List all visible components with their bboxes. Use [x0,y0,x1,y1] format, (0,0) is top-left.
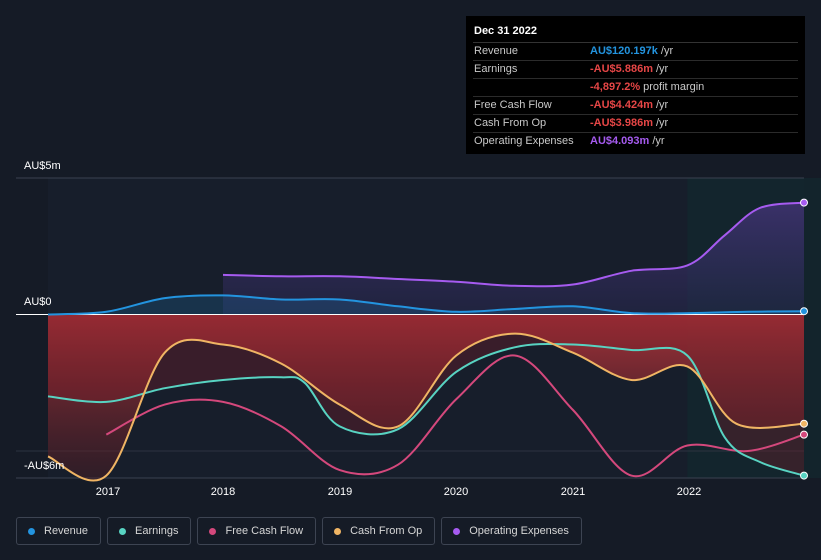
tooltip-row-revenue: Revenue AU$120.197k /yr [473,43,798,61]
free-cash-flow-end-marker [800,430,808,439]
legend-label: Free Cash Flow [225,525,304,537]
tooltip-unit: profit margin [643,81,705,93]
tooltip-unit: /yr [655,117,669,129]
tooltip-label: Revenue [474,45,519,57]
x-tick-2017: 2017 [95,486,121,498]
tooltip-row-free-cash-flow: Free Cash Flow -AU$4.424m /yr [473,97,798,115]
tooltip-label: Cash From Op [474,117,547,129]
free-cash-flow-dot-icon [209,527,217,535]
operating-expenses-end-marker [800,198,808,207]
tooltip-row-cash-from-op: Cash From Op -AU$3.986m /yr [473,115,798,133]
legend-item-operating-expenses[interactable]: Operating Expenses [441,517,582,545]
chart-canvas [16,177,808,482]
tooltip-row-earnings: Earnings -AU$5.886m /yr [473,61,798,79]
legend-item-earnings[interactable]: Earnings [107,517,192,545]
x-tick-2022: 2022 [676,486,702,498]
operating-expenses-dot-icon [453,527,461,535]
tooltip-value: -AU$3.986m [590,117,653,129]
revenue-end-marker [800,307,808,316]
tooltip-value: AU$4.093m [590,135,650,147]
operating-expenses-line [222,201,805,288]
tooltip-unit: /yr [655,99,669,111]
earnings-line [47,342,805,477]
tooltip-label: Earnings [474,63,518,75]
x-tick-2021: 2021 [560,486,586,498]
x-tick-2018: 2018 [210,486,236,498]
legend-label: Operating Expenses [469,525,569,537]
x-tick-2019: 2019 [327,486,353,498]
y-tick-label-zero: AU$0 [24,296,52,308]
tooltip-label [473,79,590,96]
tooltip-unit: /yr [652,135,665,147]
revenue-line [47,294,805,316]
tooltip-value: -AU$5.886m [590,63,653,75]
legend-item-revenue[interactable]: Revenue [16,517,102,545]
legend-label: Cash From Op [350,525,423,537]
cash-from-op-area [48,314,804,481]
tooltip-label: Operating Expenses [474,135,574,147]
tooltip-value: AU$120.197k [590,45,658,57]
data-tooltip: Dec 31 2022 Revenue AU$120.197k /yr Earn… [466,16,805,154]
tooltip-row-profit-margin: -4,897.2% profit margin [473,79,798,97]
tooltip-unit: /yr [660,45,674,57]
free-cash-flow-line [105,354,805,478]
legend-label: Earnings [135,525,179,537]
tooltip-value: -AU$4.424m [590,99,653,111]
y-tick-label-top: AU$5m [24,160,61,172]
legend-label: Revenue [44,525,89,537]
revenue-area [48,295,804,315]
revenue-dot-icon [28,527,35,535]
legend-item-free-cash-flow[interactable]: Free Cash Flow [197,517,317,545]
chart-legend: Revenue Earnings Free Cash Flow Cash Fro… [16,517,582,545]
cash-from-op-dot-icon [334,527,342,535]
earnings-end-marker [800,471,808,480]
earnings-dot-icon [119,527,127,535]
tooltip-label: Free Cash Flow [474,99,552,111]
legend-item-cash-from-op[interactable]: Cash From Op [322,517,436,545]
tooltip-value: -4,897.2% [590,81,641,93]
x-tick-2020: 2020 [443,486,469,498]
cash-from-op-end-marker [800,419,808,428]
y-tick-label-bottom: -AU$6m [24,460,65,472]
tooltip-unit: /yr [655,63,669,75]
cash-from-op-line [47,332,805,482]
operating-expenses-area [223,202,804,315]
tooltip-date: Dec 31 2022 [473,23,798,43]
tooltip-row-operating-expenses: Operating Expenses AU$4.093m /yr [473,133,798,150]
